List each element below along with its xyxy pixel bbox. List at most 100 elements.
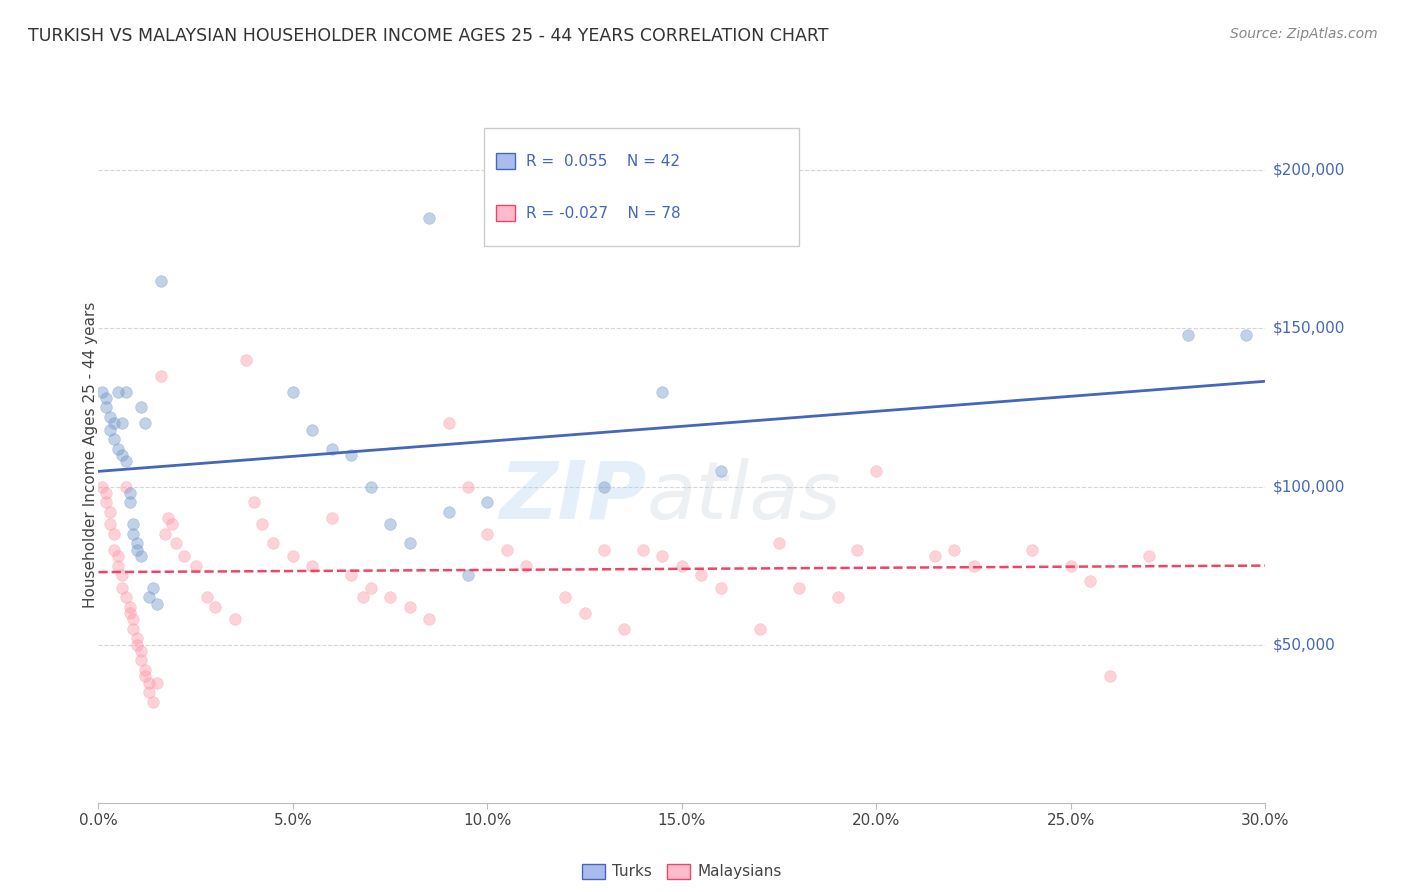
- Point: [651, 549, 673, 563]
- Point: [98, 505, 121, 519]
- Point: [129, 401, 152, 415]
- Point: [162, 517, 184, 532]
- Text: TURKISH VS MALAYSIAN HOUSEHOLDER INCOME AGES 25 - 44 YEARS CORRELATION CHART: TURKISH VS MALAYSIAN HOUSEHOLDER INCOME …: [28, 27, 828, 45]
- Point: [651, 384, 673, 399]
- Point: [554, 591, 576, 605]
- Point: [98, 423, 121, 437]
- Point: [103, 417, 125, 431]
- Point: [107, 558, 129, 573]
- Text: R = -0.027    N = 78: R = -0.027 N = 78: [526, 205, 681, 220]
- Point: [748, 622, 770, 636]
- Point: [146, 597, 169, 611]
- Point: [827, 591, 849, 605]
- Point: [360, 479, 382, 493]
- Point: [138, 685, 160, 699]
- Point: [165, 536, 187, 550]
- Point: [103, 432, 125, 446]
- Text: $200,000: $200,000: [1272, 163, 1344, 178]
- Point: [418, 612, 440, 626]
- Point: [243, 495, 266, 509]
- Point: [1177, 327, 1199, 342]
- Point: [114, 454, 136, 468]
- Point: [301, 423, 323, 437]
- Point: [107, 549, 129, 563]
- Point: [149, 274, 172, 288]
- Point: [114, 479, 136, 493]
- Point: [149, 368, 172, 383]
- Point: [378, 591, 402, 605]
- Point: [129, 653, 152, 667]
- Point: [146, 675, 169, 690]
- Point: [142, 581, 165, 595]
- Point: [111, 417, 134, 431]
- Point: [281, 549, 304, 563]
- Text: $50,000: $50,000: [1272, 637, 1336, 652]
- Point: [134, 663, 156, 677]
- Point: [118, 606, 141, 620]
- Point: [515, 558, 537, 573]
- Point: [134, 417, 156, 431]
- Point: [103, 527, 125, 541]
- Point: [118, 599, 141, 614]
- Point: [157, 511, 180, 525]
- Point: [127, 536, 149, 550]
- Point: [671, 558, 693, 573]
- Point: [142, 695, 165, 709]
- Point: [360, 581, 382, 595]
- Point: [224, 612, 246, 626]
- Point: [593, 542, 616, 557]
- Point: [184, 558, 207, 573]
- Point: [122, 612, 145, 626]
- Point: [845, 542, 868, 557]
- Text: $150,000: $150,000: [1272, 321, 1344, 336]
- Point: [457, 568, 479, 582]
- Point: [262, 536, 284, 550]
- Text: ZIP: ZIP: [499, 458, 647, 536]
- Point: [195, 591, 218, 605]
- Point: [91, 384, 114, 399]
- Point: [321, 511, 343, 525]
- Point: [134, 669, 156, 683]
- Point: [340, 448, 363, 462]
- Point: [138, 675, 160, 690]
- Point: [418, 211, 440, 225]
- Point: [114, 384, 136, 399]
- Point: [437, 505, 460, 519]
- Point: [865, 464, 887, 478]
- Point: [962, 558, 984, 573]
- Point: [281, 384, 304, 399]
- Point: [129, 644, 152, 658]
- Point: [138, 591, 160, 605]
- Point: [118, 495, 141, 509]
- Point: [98, 517, 121, 532]
- Point: [96, 486, 118, 500]
- Point: [477, 495, 499, 509]
- Point: [1021, 542, 1043, 557]
- Point: [127, 638, 149, 652]
- Point: [1080, 574, 1102, 589]
- Point: [1060, 558, 1083, 573]
- Point: [98, 409, 121, 424]
- Point: [943, 542, 966, 557]
- Point: [593, 479, 616, 493]
- Point: [710, 464, 733, 478]
- Legend: Turks, Malaysians: Turks, Malaysians: [575, 857, 789, 886]
- Point: [378, 517, 402, 532]
- Text: R =  0.055    N = 42: R = 0.055 N = 42: [526, 153, 681, 169]
- Point: [1098, 669, 1121, 683]
- Point: [301, 558, 323, 573]
- Text: atlas: atlas: [647, 458, 842, 536]
- Point: [457, 479, 479, 493]
- Point: [710, 581, 733, 595]
- Point: [235, 353, 257, 368]
- Point: [690, 568, 713, 582]
- Point: [111, 581, 134, 595]
- Point: [111, 568, 134, 582]
- Point: [787, 581, 810, 595]
- Point: [96, 495, 118, 509]
- Point: [153, 527, 176, 541]
- Point: [437, 417, 460, 431]
- Point: [173, 549, 195, 563]
- Point: [340, 568, 363, 582]
- Point: [352, 591, 374, 605]
